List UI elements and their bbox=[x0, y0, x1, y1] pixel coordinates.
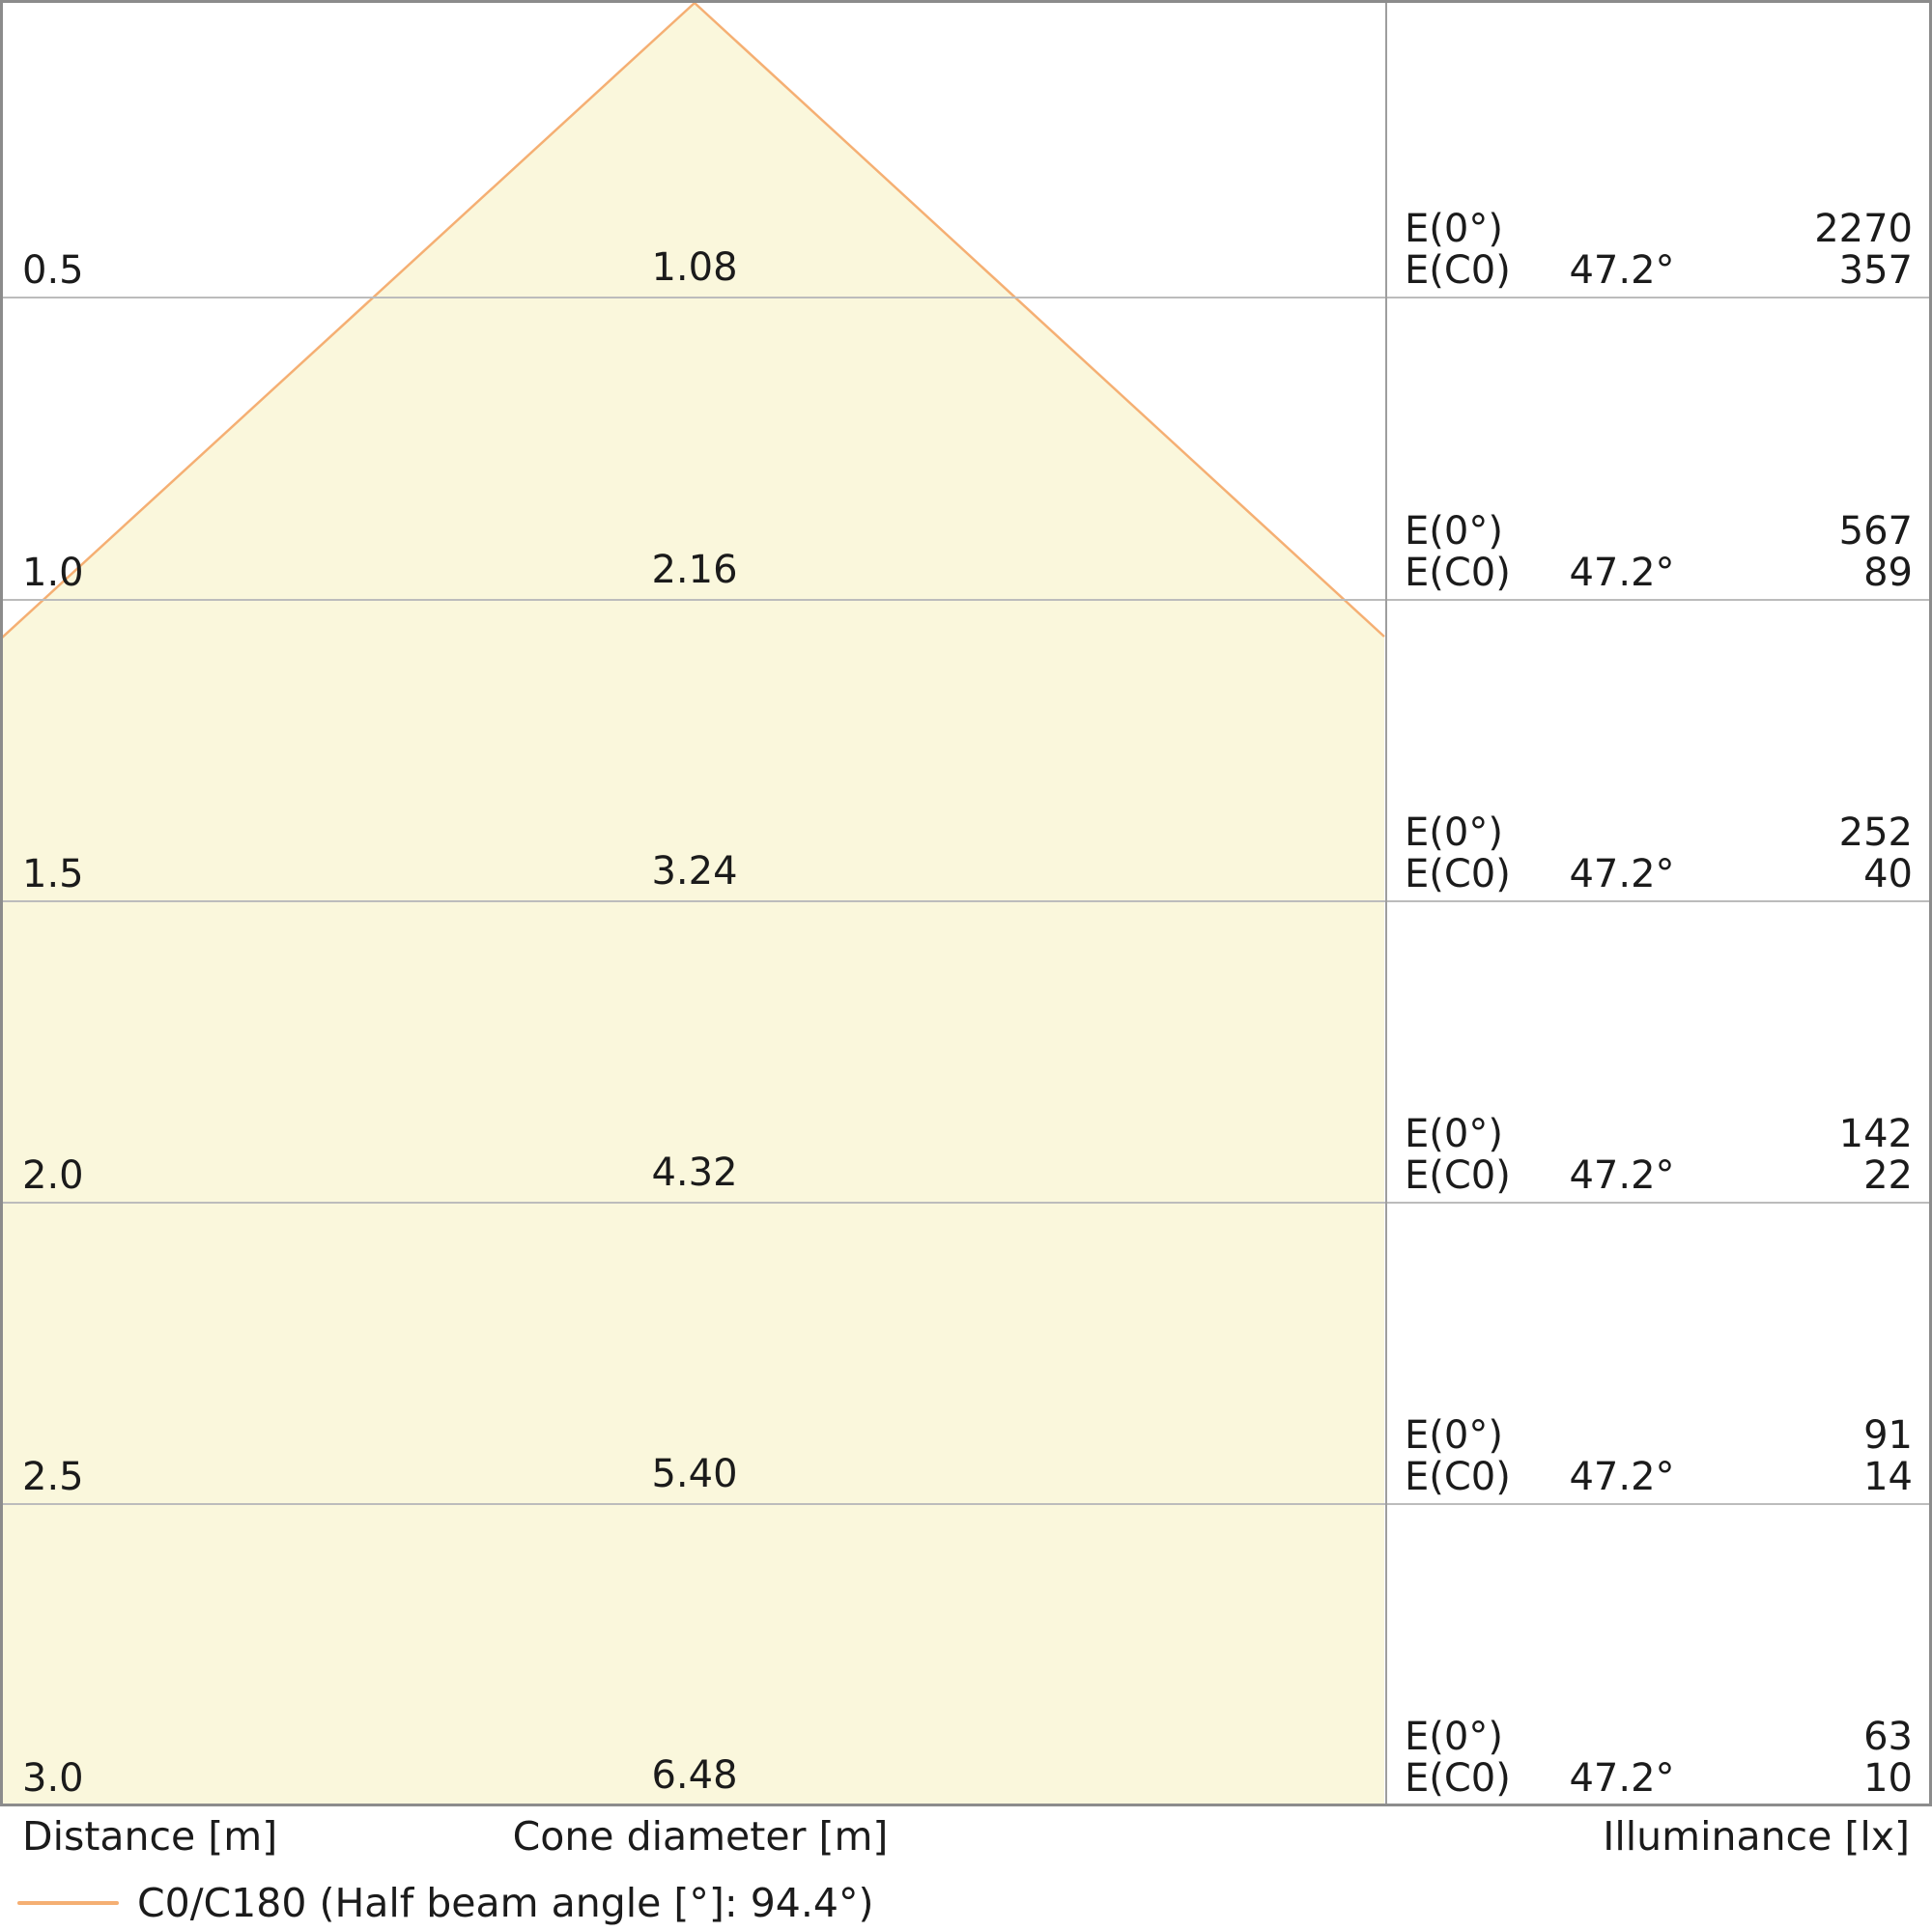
illuminance-row: E(0°) 63 E(C0) 47.2° 10 bbox=[1385, 1717, 1928, 1802]
cone-diameter-value: 1.08 bbox=[651, 245, 738, 290]
illuminance-row: E(0°) 252 E(C0) 47.2° 40 bbox=[1385, 812, 1928, 897]
ec0-value: 14 bbox=[1863, 1455, 1913, 1499]
ec0-value: 357 bbox=[1838, 248, 1913, 293]
e0-value: 2270 bbox=[1814, 207, 1913, 251]
legend: C0/C180 (Half beam angle [°]: 94.4°) bbox=[0, 1874, 1932, 1932]
e0-label: E(0°) bbox=[1405, 509, 1503, 554]
e0-value: 252 bbox=[1838, 810, 1913, 855]
ec0-angle: 47.2° bbox=[1569, 1455, 1675, 1499]
e0-label: E(0°) bbox=[1405, 1112, 1503, 1156]
beam-edge-right bbox=[694, 2, 1385, 638]
ec0-angle: 47.2° bbox=[1569, 852, 1675, 896]
ec0-value: 22 bbox=[1863, 1153, 1913, 1198]
cone-diameter-value: 3.24 bbox=[651, 849, 738, 894]
distance-tick-label: 1.0 bbox=[22, 551, 84, 595]
illuminance-row: E(0°) 2270 E(C0) 47.2° 357 bbox=[1385, 209, 1928, 294]
ec0-angle: 47.2° bbox=[1569, 1756, 1675, 1801]
chart-area: 0.5 1.08 E(0°) 2270 E(C0) 47.2° 357 1.0 … bbox=[0, 0, 1932, 1806]
legend-line-swatch bbox=[17, 1901, 119, 1905]
illuminance-row: E(0°) 91 E(C0) 47.2° 14 bbox=[1385, 1415, 1928, 1500]
beam-cone-shape bbox=[0, 2, 1385, 1806]
ec0-angle: 47.2° bbox=[1569, 551, 1675, 595]
cone-diameter-value: 2.16 bbox=[651, 548, 738, 592]
ec0-value: 89 bbox=[1863, 551, 1913, 595]
distance-gridline bbox=[3, 900, 1929, 902]
e0-value: 63 bbox=[1863, 1715, 1913, 1759]
ec0-label: E(C0) bbox=[1405, 551, 1511, 595]
panel-divider bbox=[1385, 3, 1387, 1804]
e0-value: 91 bbox=[1863, 1413, 1913, 1458]
distance-gridline bbox=[3, 297, 1929, 298]
e0-value: 142 bbox=[1838, 1112, 1913, 1156]
cone-diameter-value: 6.48 bbox=[651, 1753, 738, 1798]
legend-label: C0/C180 (Half beam angle [°]: 94.4°) bbox=[137, 1880, 874, 1926]
illuminance-row: E(0°) 142 E(C0) 47.2° 22 bbox=[1385, 1114, 1928, 1199]
distance-tick-label: 3.0 bbox=[22, 1756, 84, 1801]
axis-label-cone-diameter: Cone diameter [m] bbox=[512, 1813, 889, 1860]
e0-label: E(0°) bbox=[1405, 810, 1503, 855]
axis-label-distance: Distance [m] bbox=[22, 1813, 278, 1860]
axis-label-illuminance: Illuminance [lx] bbox=[1603, 1813, 1910, 1860]
cone-diameter-value: 4.32 bbox=[651, 1151, 738, 1195]
ec0-value: 40 bbox=[1863, 852, 1913, 896]
illuminance-row: E(0°) 567 E(C0) 47.2° 89 bbox=[1385, 511, 1928, 596]
ec0-label: E(C0) bbox=[1405, 1153, 1511, 1198]
distance-tick-label: 0.5 bbox=[22, 248, 84, 293]
ec0-label: E(C0) bbox=[1405, 248, 1511, 293]
e0-label: E(0°) bbox=[1405, 1413, 1503, 1458]
ec0-angle: 47.2° bbox=[1569, 248, 1675, 293]
distance-gridline bbox=[3, 1202, 1929, 1204]
distance-tick-label: 1.5 bbox=[22, 852, 84, 896]
beam-cone-fill bbox=[0, 3, 1384, 1806]
distance-tick-label: 2.5 bbox=[22, 1455, 84, 1499]
distance-gridline bbox=[3, 599, 1929, 601]
distance-gridline bbox=[3, 1503, 1929, 1505]
ec0-label: E(C0) bbox=[1405, 852, 1511, 896]
ec0-label: E(C0) bbox=[1405, 1756, 1511, 1801]
ec0-value: 10 bbox=[1863, 1756, 1913, 1801]
ec0-angle: 47.2° bbox=[1569, 1153, 1675, 1198]
e0-value: 567 bbox=[1838, 509, 1913, 554]
ec0-label: E(C0) bbox=[1405, 1455, 1511, 1499]
e0-label: E(0°) bbox=[1405, 207, 1503, 251]
cone-diameter-value: 5.40 bbox=[651, 1452, 738, 1496]
distance-tick-label: 2.0 bbox=[22, 1153, 84, 1198]
e0-label: E(0°) bbox=[1405, 1715, 1503, 1759]
beam-edge-left bbox=[0, 2, 696, 640]
